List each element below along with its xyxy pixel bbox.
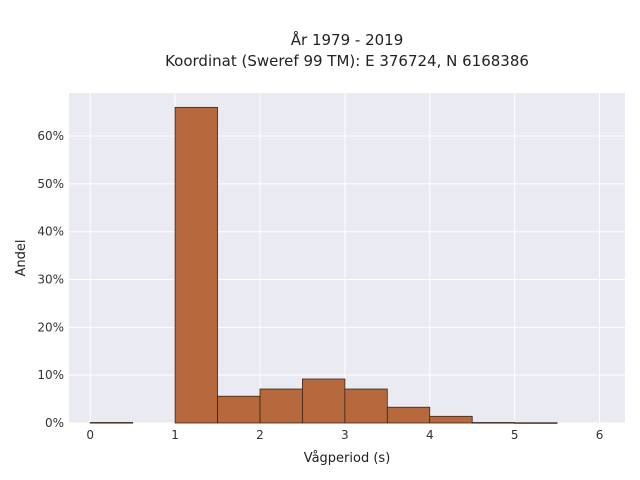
x-tick-label-3: 3: [341, 428, 349, 442]
histogram-bar-5: [344, 388, 388, 424]
grid-lines: [69, 93, 625, 424]
x-tick-label-2: 2: [256, 428, 264, 442]
histogram-bar-3: [259, 388, 303, 424]
y-axis-ticks: 0% 10% 20% 30% 40% 50% 60%: [37, 129, 64, 430]
x-tick-label-6: 6: [596, 428, 604, 442]
chart-subtitle: Koordinat (Sweref 99 TM): E 376724, N 61…: [165, 52, 529, 70]
y-tick-label-5: 50%: [37, 177, 64, 191]
y-tick-label-1: 10%: [37, 368, 64, 382]
y-tick-label-4: 40%: [37, 225, 64, 239]
histogram-bar-8: [471, 422, 516, 424]
histogram-bar-1: [174, 106, 218, 424]
histogram-bars: [89, 106, 558, 424]
histogram-bar-2: [217, 395, 261, 424]
histogram-bar-6: [386, 406, 431, 424]
y-tick-label-0: 0%: [45, 416, 64, 430]
histogram-bar-7: [429, 415, 473, 424]
plot-area: [69, 93, 625, 423]
histogram-bar-0: [89, 422, 134, 424]
x-axis-ticks: 0 1 2 3 4 5 6: [86, 428, 603, 442]
y-tick-label-3: 30%: [37, 273, 64, 287]
y-axis-title: Andel: [14, 240, 29, 277]
histogram-bar-9: [514, 422, 558, 424]
x-tick-label-1: 1: [171, 428, 179, 442]
x-tick-label-5: 5: [511, 428, 519, 442]
histogram-bar-4: [302, 378, 346, 424]
x-tick-label-0: 0: [86, 428, 94, 442]
x-axis-title: Vågperiod (s): [304, 451, 391, 466]
chart-title: År 1979 - 2019: [291, 30, 404, 49]
x-tick-label-4: 4: [426, 428, 434, 442]
y-tick-label-2: 20%: [37, 320, 64, 334]
y-tick-label-6: 60%: [37, 129, 64, 143]
